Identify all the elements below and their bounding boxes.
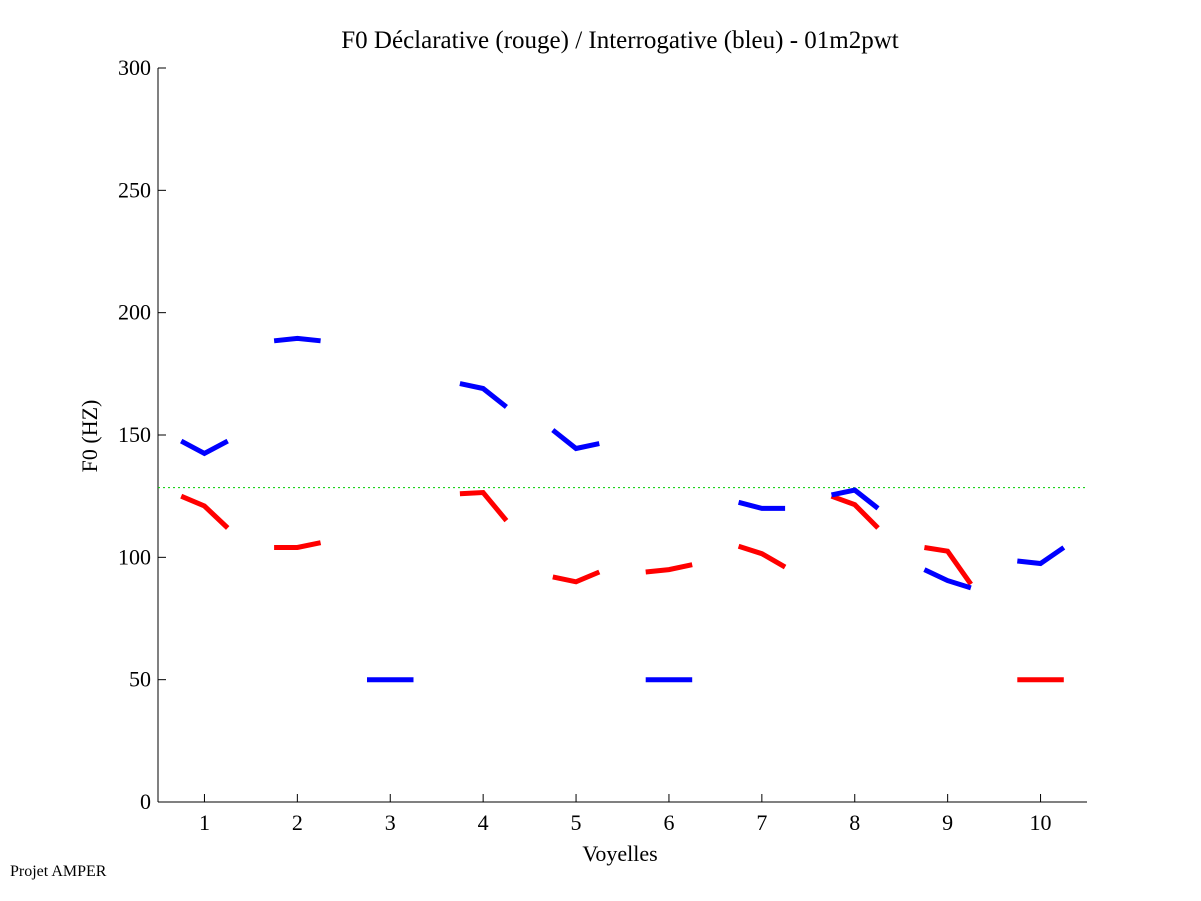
y-tick-label: 100 [118, 544, 151, 569]
y-tick-label: 300 [118, 55, 151, 80]
x-axis-label: Voyelles [582, 841, 657, 866]
y-axis-label: F0 (HZ) [77, 400, 102, 473]
x-tick-label: 8 [849, 810, 860, 835]
x-tick-label: 9 [942, 810, 953, 835]
interrogative-f0-segment [180, 438, 229, 457]
declarative-f0-segment [274, 540, 322, 550]
declarative-f0-segment [924, 545, 973, 586]
footer-credit: Projet AMPER [10, 863, 107, 880]
y-tick-label: 50 [129, 667, 151, 692]
declarative-f0-segment [180, 493, 230, 530]
interrogative-f0-segment [459, 381, 508, 409]
x-tick-label: 1 [199, 810, 210, 835]
x-tick-label: 7 [756, 810, 767, 835]
x-tick-label: 4 [478, 810, 489, 835]
x-tick-label: 10 [1030, 810, 1052, 835]
y-tick-label: 250 [118, 177, 151, 202]
interrogative-f0-segment [830, 487, 880, 511]
interrogative-f0-segment [737, 499, 786, 511]
interrogative-f0-segment [551, 428, 600, 452]
axes: 0 50 100 150 200 250 300 1 2 3 4 5 6 7 8 9 10 [118, 55, 1087, 835]
interrogative-f0-segment [273, 335, 321, 344]
x-tick-label: 2 [292, 810, 303, 835]
interrogative-f0-segment [923, 567, 972, 591]
x-tick-label: 6 [663, 810, 674, 835]
x-tick-label: 3 [385, 810, 396, 835]
declarative-f0-segment [737, 543, 787, 570]
declarative-f0-segment [552, 569, 601, 585]
y-tick-label: 200 [118, 300, 151, 325]
declarative-f0-segment [645, 562, 693, 575]
series-group [180, 335, 1066, 683]
x-tick-label: 5 [571, 810, 582, 835]
y-tick-label: 150 [118, 422, 151, 447]
y-tick-label: 0 [140, 789, 151, 814]
chart-title: F0 Déclarative (rouge) / Interrogative (… [341, 27, 898, 54]
interrogative-f0-segment [1017, 545, 1066, 567]
declarative-f0-segment [459, 489, 509, 523]
declarative-f0-segment [830, 493, 880, 530]
